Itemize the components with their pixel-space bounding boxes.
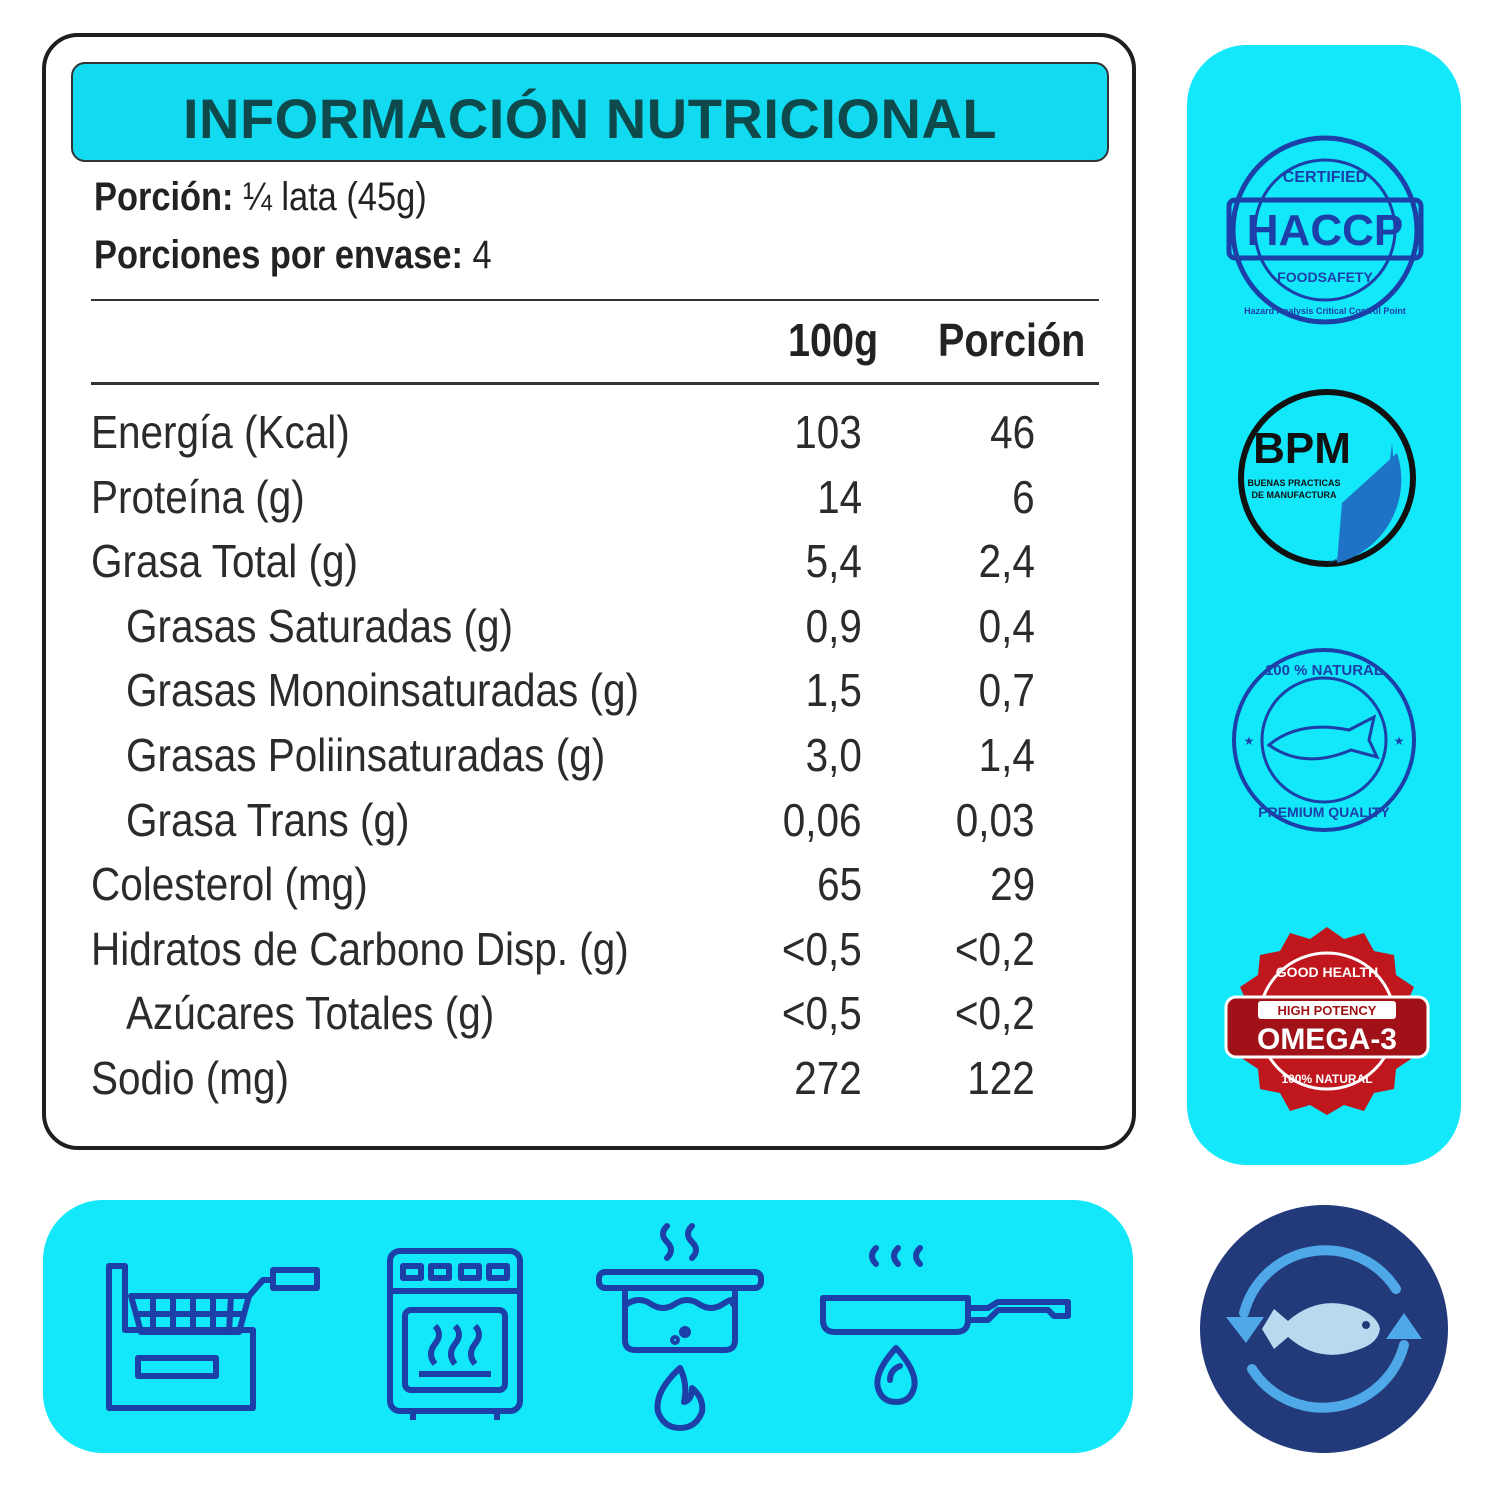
- haccp-ring-text: Hazard Analysis Critical Control Point: [1244, 306, 1406, 316]
- bpm-badge: BPM BUENAS PRACTICAS DE MANUFACTURA: [1232, 383, 1422, 578]
- nutrient-value-portion: <0,2: [955, 922, 1035, 975]
- haccp-badge: HACCP CERTIFIED FOODSAFETY Hazard Analys…: [1225, 130, 1425, 335]
- nutrient-value-100g: 5,4: [805, 535, 862, 588]
- nutrient-row: Sodio (mg) 272 122: [46, 1051, 1132, 1111]
- nutrient-value-portion: <0,2: [955, 987, 1035, 1040]
- nutrient-label: Azúcares Totales (g): [126, 987, 495, 1040]
- nutrient-value-100g: 3,0: [805, 729, 862, 781]
- deep-fryer-icon: [106, 1263, 320, 1411]
- nutrient-value-portion: 0,7: [978, 664, 1035, 717]
- nutrient-value-portion: 122: [967, 1052, 1035, 1104]
- nutrient-row: Grasa Total (g) 5,4 2,4: [46, 534, 1132, 594]
- nutrient-label: Hidratos de Carbono Disp. (g): [91, 922, 629, 975]
- nutrient-row: Grasas Poliinsaturadas (g) 3,0 1,4: [46, 728, 1132, 788]
- nutrient-label: Grasas Monoinsaturadas (g): [126, 664, 639, 717]
- bpm-seal-icon: BPM BUENAS PRACTICAS DE MANUFACTURA: [1238, 389, 1416, 567]
- natural-bottom-text: PREMIUM QUALITY: [1258, 804, 1390, 820]
- omega3-badge: HIGH POTENCY OMEGA-3 GOOD HEALTH 100% NA…: [1222, 925, 1432, 1120]
- natural-top-text: 100 % NATURAL: [1265, 662, 1383, 679]
- haccp-main-text: HACCP: [1247, 206, 1403, 255]
- boiling-pot-icon: [596, 1223, 764, 1431]
- cooking-methods-strip: [43, 1200, 1133, 1453]
- nutrient-row: Azúcares Totales (g) <0,5 <0,2: [46, 986, 1132, 1046]
- panel-title: INFORMACIÓN NUTRICIONAL: [182, 87, 998, 150]
- nutrient-value-portion: 2,4: [978, 535, 1035, 588]
- bpm-line2-text: DE MANUFACTURA: [1252, 490, 1337, 500]
- nutrient-label: Grasas Saturadas (g): [126, 599, 513, 652]
- nutrient-value-portion: 1,4: [978, 729, 1035, 781]
- nutrient-row: Colesterol (mg) 65 29: [46, 857, 1132, 917]
- nutrient-value-100g: 103: [794, 406, 862, 458]
- nutrient-value-portion: 6: [1012, 470, 1035, 523]
- serving-size: Porción: ¼ lata (45g): [94, 175, 427, 220]
- premium-quality-seal-icon: 100 % NATURAL PREMIUM QUALITY ★ ★: [1232, 648, 1416, 832]
- nutrient-value-portion: 46: [989, 406, 1035, 458]
- fish-icon: [1266, 714, 1380, 761]
- certification-strip: HACCP CERTIFIED FOODSAFETY Hazard Analys…: [1187, 45, 1461, 1165]
- nutrient-row: Energía (Kcal) 103 46: [46, 405, 1132, 465]
- serving-size-label: Porción:: [94, 175, 234, 219]
- omega-main-text: OMEGA-3: [1257, 1023, 1397, 1056]
- sustainable-fish-icon: [1226, 1245, 1422, 1413]
- haccp-seal-icon: HACCP CERTIFIED FOODSAFETY Hazard Analys…: [1226, 135, 1424, 325]
- omega-top-text: GOOD HEALTH: [1276, 964, 1378, 980]
- nutrient-label: Sodio (mg): [91, 1052, 289, 1104]
- haccp-top-text: CERTIFIED: [1283, 169, 1367, 186]
- nutrient-row: Proteína (g) 14 6: [46, 470, 1132, 530]
- nutrient-label: Grasa Trans (g): [126, 793, 410, 846]
- nutrient-value-portion: 0,03: [956, 793, 1035, 846]
- column-header-portion: Porción: [938, 314, 1086, 366]
- nutrient-value-100g: 0,06: [783, 793, 862, 846]
- nutrient-label: Energía (Kcal): [91, 406, 350, 458]
- nutrient-value-100g: <0,5: [782, 987, 862, 1040]
- nutrient-value-100g: <0,5: [782, 922, 862, 975]
- nutrient-value-100g: 272: [794, 1052, 862, 1104]
- nutrient-value-100g: 65: [816, 858, 862, 911]
- nutrient-label: Grasas Poliinsaturadas (g): [126, 729, 606, 781]
- sustainable-fishing-badge: [1200, 1205, 1448, 1453]
- svg-text:★: ★: [1394, 734, 1405, 748]
- nutrient-value-100g: 1,5: [805, 664, 862, 717]
- nutrient-value-100g: 0,9: [805, 599, 862, 652]
- omega-bottom-text: 100% NATURAL: [1281, 1072, 1372, 1086]
- nutrient-value-portion: 29: [989, 858, 1035, 911]
- divider-top: [91, 299, 1099, 301]
- servings-per-container: Porciones por envase: 4: [94, 233, 492, 278]
- title-bar: INFORMACIÓN NUTRICIONAL: [71, 62, 1109, 162]
- nutrient-label: Colesterol (mg): [91, 858, 368, 911]
- nutrient-label: Proteína (g): [91, 470, 305, 523]
- servings-per-container-label: Porciones por envase:: [94, 233, 463, 277]
- servings-per-container-value: 4: [472, 233, 492, 277]
- nutrient-row: Grasas Monoinsaturadas (g) 1,5 0,7: [46, 663, 1132, 723]
- nutrient-row: Hidratos de Carbono Disp. (g) <0,5 <0,2: [46, 922, 1132, 982]
- svg-text:★: ★: [1244, 734, 1255, 748]
- divider-header: [91, 382, 1099, 385]
- nutrient-row: Grasa Trans (g) 0,06 0,03: [46, 793, 1132, 853]
- column-header-100g: 100g: [788, 314, 879, 366]
- nutrient-row: Grasas Saturadas (g) 0,9 0,4: [46, 599, 1132, 659]
- nutrient-value-portion: 0,4: [978, 599, 1035, 652]
- omega-ribbon-text: HIGH POTENCY: [1278, 1003, 1377, 1018]
- bpm-main-text: BPM: [1253, 424, 1351, 473]
- omega3-seal-icon: HIGH POTENCY OMEGA-3 GOOD HEALTH 100% NA…: [1224, 927, 1430, 1115]
- nutrient-value-100g: 14: [816, 470, 862, 523]
- bpm-line1-text: BUENAS PRACTICAS: [1247, 478, 1340, 488]
- nutrient-label: Grasa Total (g): [91, 535, 358, 588]
- frying-pan-icon: [820, 1245, 1071, 1405]
- haccp-sub-text: FOODSAFETY: [1277, 269, 1373, 285]
- natural-premium-badge: 100 % NATURAL PREMIUM QUALITY ★ ★: [1229, 645, 1419, 840]
- oven-icon: [387, 1248, 523, 1420]
- serving-size-value: ¼ lata (45g): [243, 175, 427, 219]
- nutrition-facts-panel: INFORMACIÓN NUTRICIONAL Porción: ¼ lata …: [42, 33, 1136, 1150]
